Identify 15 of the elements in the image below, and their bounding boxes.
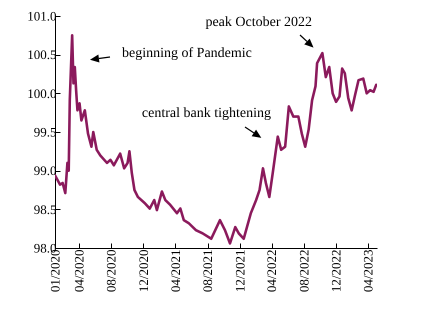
x-tick-label: 12/2021 [232,250,248,292]
annotation: central bank tightening [142,106,271,121]
x-tick-label: 08/2020 [104,250,119,292]
x-tick-label: 12/2020 [136,250,151,292]
x-tick-label: 04/2023 [360,250,376,292]
annotation: peak October 2022 [205,15,312,30]
annotation: beginning of Pandemic [122,46,252,61]
x-tick-label: 08/2021 [200,250,216,292]
x-tick-label: 04/2021 [168,250,183,292]
x-tick-label: 04/2020 [72,250,87,292]
x-tick-label: 12/2022 [328,250,344,292]
y-tick-label: 101.0 [27,8,56,24]
x-tick-label: 08/2022 [296,250,312,292]
x-tick-label: 04/2022 [264,250,280,292]
line-series [55,34,377,245]
